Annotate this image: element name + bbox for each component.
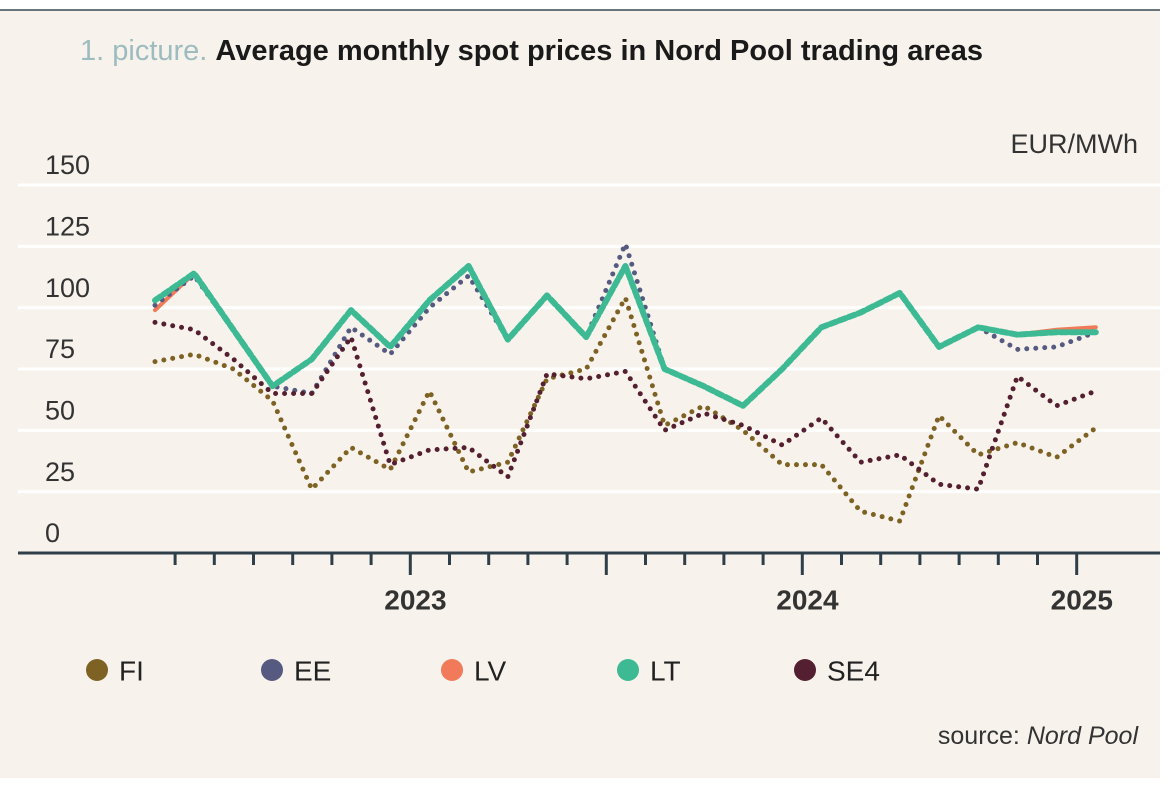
legend-label: EE <box>294 655 331 686</box>
y-tick-label: 100 <box>45 273 90 303</box>
y-tick-label: 25 <box>45 457 75 487</box>
y-tick-label: 150 <box>45 150 90 180</box>
y-tick-label: 125 <box>45 211 90 241</box>
title: 1. picture. Average monthly spot prices … <box>80 35 983 67</box>
source-label: source: <box>938 722 1020 750</box>
legend-swatch <box>617 659 639 681</box>
legend-label: SE4 <box>827 655 880 686</box>
line-series <box>152 319 1099 492</box>
legend-label: LV <box>474 655 506 686</box>
x-tick-label: 2024 <box>776 584 839 615</box>
x-tick-label: 2023 <box>384 584 446 615</box>
y-tick-label: 75 <box>45 334 75 364</box>
legend-label: LT <box>650 655 681 686</box>
legend-swatch <box>794 659 816 681</box>
source: source: Nord Pool <box>938 722 1140 750</box>
y-tick-label: 50 <box>45 395 75 425</box>
source-name: Nord Pool <box>1027 722 1140 750</box>
line-series <box>152 262 1099 409</box>
background <box>0 10 1160 778</box>
y-unit: EUR/MWh <box>1011 129 1139 159</box>
title-prefix: 1. picture. <box>80 35 207 67</box>
y-tick-label: 0 <box>45 518 60 548</box>
title-text: Average monthly spot prices in Nord Pool… <box>215 35 983 67</box>
legend-swatch <box>261 659 283 681</box>
x-tick-label: 2025 <box>1051 584 1113 615</box>
legend-swatch <box>86 659 108 681</box>
legend-swatch <box>441 659 463 681</box>
line-series <box>152 295 1099 524</box>
legend-label: FI <box>119 655 144 686</box>
